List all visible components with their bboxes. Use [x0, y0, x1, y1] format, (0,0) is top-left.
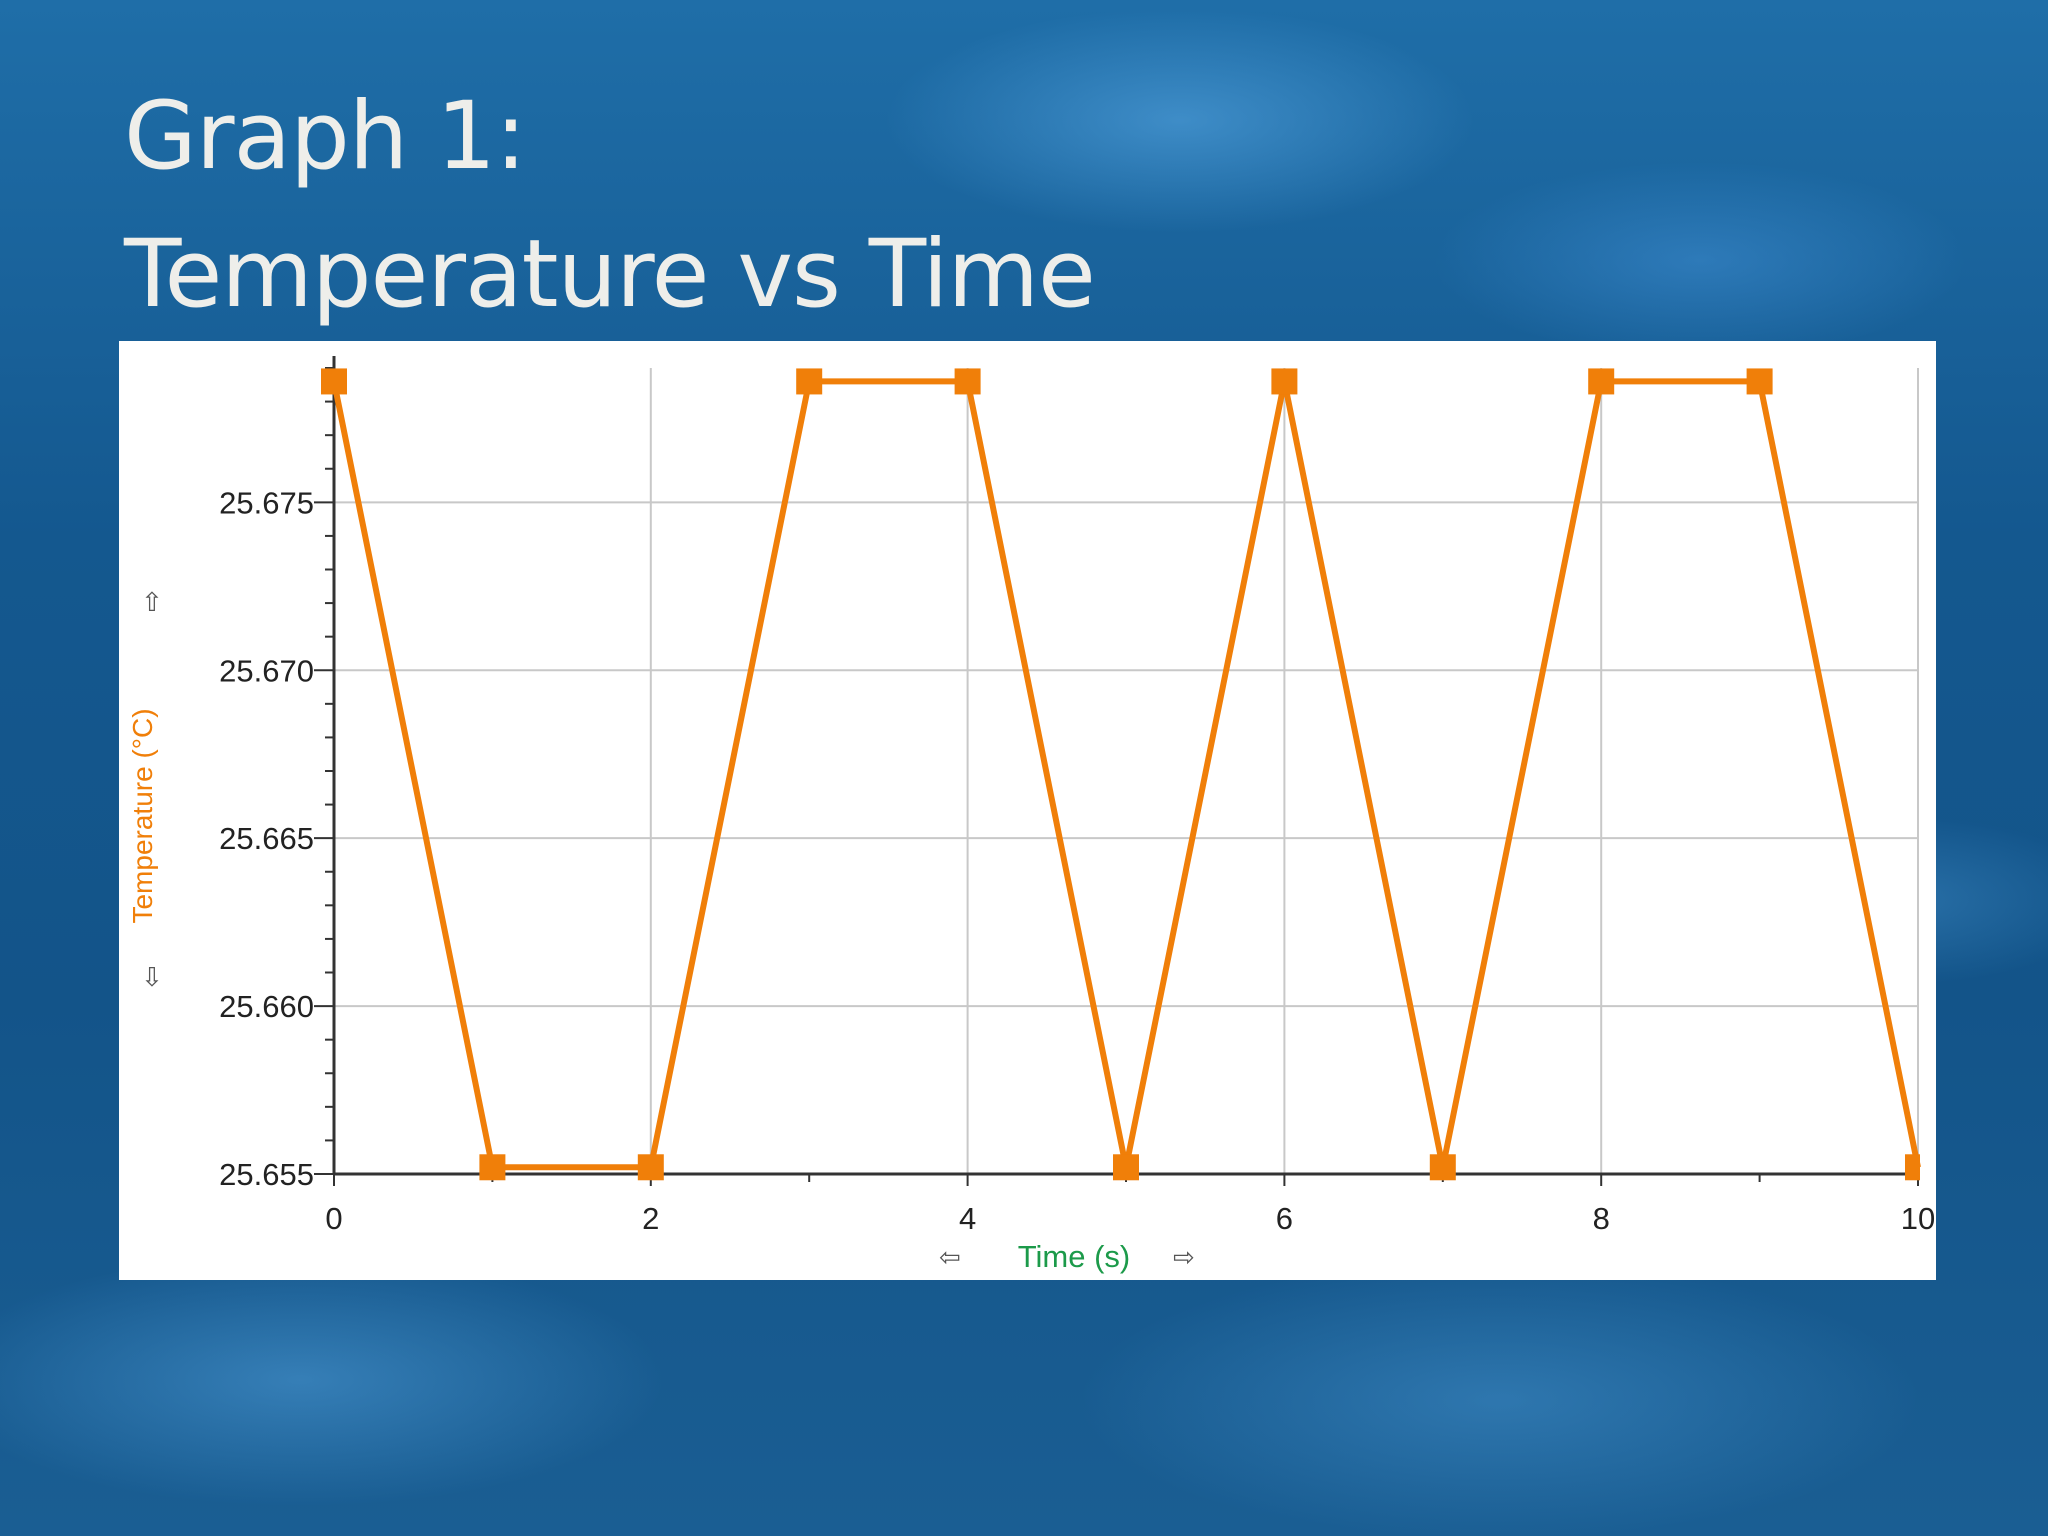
y-tick-label: 25.660: [219, 989, 314, 1024]
x-axis-right-arrow-icon[interactable]: ⇨: [1173, 1243, 1195, 1273]
tick-labels: 25.655 25.660 25.665 25.670 25.675 0 2 4 6 8 10: [219, 485, 1935, 1236]
data-point-marker: [1905, 1154, 1920, 1181]
data-point-marker: [1271, 368, 1298, 395]
series-line: [331, 378, 1921, 1171]
slide-title: Graph 1: Temperature vs Time: [124, 68, 1096, 344]
y-tick-label: 25.655: [219, 1157, 314, 1192]
x-tick-label: 10: [1901, 1201, 1935, 1236]
axes: [314, 356, 1919, 1186]
y-tick-label: 25.675: [219, 485, 314, 520]
grid-lines: [334, 368, 1919, 1174]
data-point-marker: [1429, 1154, 1456, 1181]
data-point-marker: [479, 1154, 506, 1181]
y-tick-label: 25.670: [219, 653, 314, 688]
slide-title-line-1: Graph 1:: [124, 82, 527, 191]
data-point-marker: [1113, 1154, 1139, 1181]
x-tick-label: 0: [325, 1201, 342, 1236]
x-tick-label: 2: [642, 1201, 659, 1236]
slide-title-line-2: Temperature vs Time: [124, 220, 1096, 329]
data-point-marker: [1746, 368, 1773, 395]
data-point-marker: [796, 368, 823, 395]
data-point-marker: [1588, 368, 1615, 395]
x-axis-left-arrow-icon[interactable]: ⇦: [939, 1243, 961, 1273]
x-axis-title: Time (s): [1018, 1239, 1131, 1274]
series-layer: [321, 368, 1921, 1181]
data-point-marker: [637, 1154, 664, 1181]
y-tick-label: 25.665: [219, 821, 314, 856]
x-tick-label: 8: [1593, 1201, 1610, 1236]
temperature-time-chart: 25.655 25.660 25.665 25.670 25.675 0 2 4 6 8 10 Te…: [127, 356, 1935, 1274]
data-point-marker: [321, 368, 347, 395]
x-tick-label: 6: [1276, 1201, 1293, 1236]
y-axis-down-arrow-icon[interactable]: ⇩: [141, 963, 163, 993]
data-point-marker: [954, 368, 981, 395]
chart-panel: 25.655 25.660 25.665 25.670 25.675 0 2 4 6 8 10 Te…: [119, 341, 1936, 1280]
y-axis-title: Temperature (°C): [127, 708, 158, 923]
y-axis-up-arrow-icon[interactable]: ⇧: [141, 588, 163, 618]
axis-titles: Temperature (°C) Time (s) ⇧ ⇩ ⇦ ⇨: [127, 588, 1195, 1274]
x-tick-label: 4: [959, 1201, 976, 1236]
